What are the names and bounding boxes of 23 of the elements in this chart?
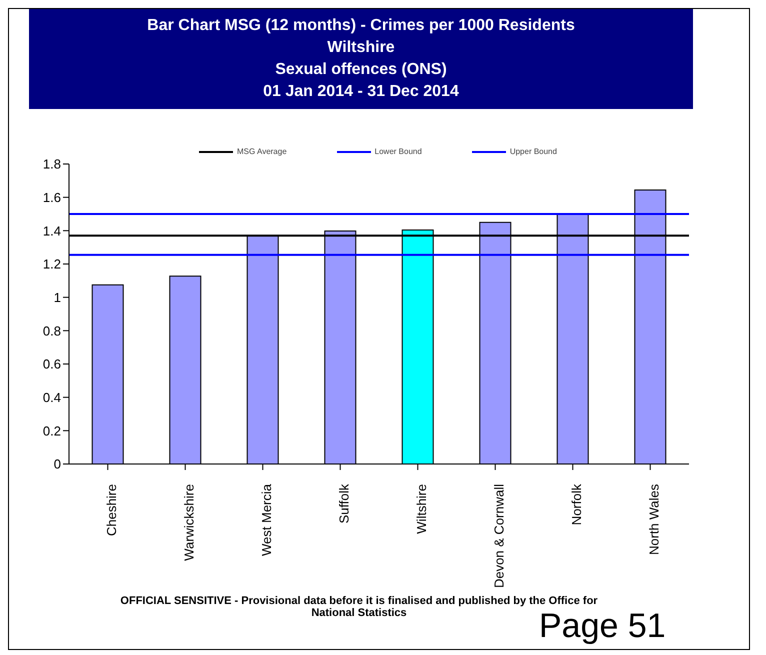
chart-title: Bar Chart MSG (12 months) - Crimes per 1000 Residents xyxy=(146,16,576,36)
y-tick-label: 0.4 xyxy=(42,390,61,405)
x-tick-label: Warwickshire xyxy=(181,484,196,561)
y-tick-label: 1.8 xyxy=(42,156,61,172)
y-tick-label: 1.6 xyxy=(42,190,61,205)
legend-label: MSG Average xyxy=(237,147,287,156)
y-tick-label: 0.6 xyxy=(42,356,61,372)
x-tick-label: Devon & Cornwall xyxy=(491,484,506,588)
legend-label: Upper Bound xyxy=(510,147,557,156)
legend-label: Lower Bound xyxy=(374,147,422,156)
x-tick-label: Wiltshire xyxy=(414,484,429,534)
y-tick-label: 1 xyxy=(54,290,61,305)
x-tick-label: Suffolk xyxy=(336,484,352,524)
y-tick-label: 1.4 xyxy=(42,223,61,238)
chart-subtitle: Wiltshire Sexual offences (ONS) 01 Jan 2014 - 31 Dec 2014 xyxy=(262,38,460,102)
x-tick-label: Norfolk xyxy=(568,484,584,526)
x-tick-label: Cheshire xyxy=(104,484,119,536)
y-tick-label: 0 xyxy=(54,456,61,472)
y-tick-label: 0.2 xyxy=(42,423,61,438)
x-tick-label: North Wales xyxy=(646,484,662,556)
y-tick-label: 1.2 xyxy=(42,256,61,272)
x-tick-label: West Mercia xyxy=(258,483,274,556)
y-tick-label: 0.8 xyxy=(42,323,61,338)
